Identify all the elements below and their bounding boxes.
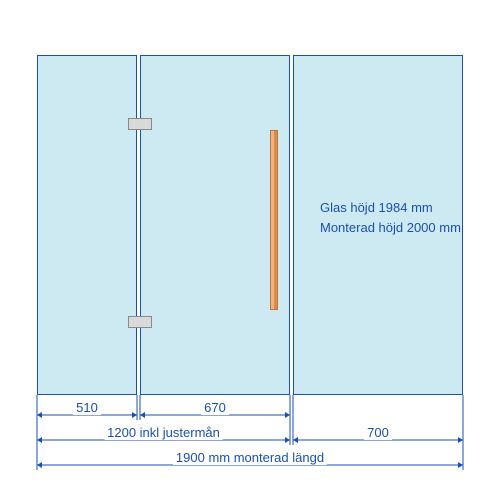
dimension-label: 670 <box>201 400 229 415</box>
dimension-label: 1900 mm monterad längd <box>173 450 327 465</box>
dimension-label: 700 <box>364 425 392 440</box>
dimension-label: 510 <box>73 400 101 415</box>
dimension-lines <box>0 0 500 500</box>
dimension-label: 1200 inkl justermån <box>104 425 223 440</box>
drawing-canvas: Glas höjd 1984 mm Monterad höjd 2000 mm … <box>0 0 500 500</box>
